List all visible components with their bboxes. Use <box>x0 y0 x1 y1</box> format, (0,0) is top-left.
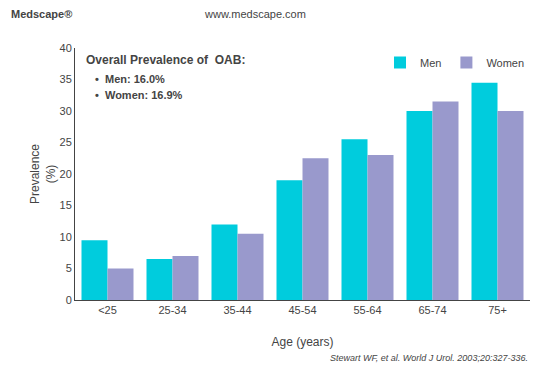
svg-text:20: 20 <box>60 168 72 180</box>
svg-text:30: 30 <box>60 105 72 117</box>
svg-text:45-54: 45-54 <box>288 304 316 316</box>
svg-text:10: 10 <box>60 231 72 243</box>
svg-text:Stewart WF, et al. World J Uro: Stewart WF, et al. World J Urol. 2003;20… <box>330 353 528 363</box>
svg-text:35-44: 35-44 <box>223 304 251 316</box>
svg-text:5: 5 <box>66 262 72 274</box>
svg-text:40: 40 <box>60 42 72 54</box>
svg-text:Overall Prevalence of OAB:: Overall Prevalence of OAB: <box>86 53 245 67</box>
svg-text:65-74: 65-74 <box>418 304 446 316</box>
svg-text:55-64: 55-64 <box>353 304 381 316</box>
svg-text:15: 15 <box>60 199 72 211</box>
svg-text:Age (years): Age (years) <box>271 335 333 349</box>
svg-text:Prevalence(%): Prevalence(%) <box>28 144 58 204</box>
svg-text:• Women: 16.9%: • Women: 16.9% <box>95 89 183 101</box>
svg-text:25-34: 25-34 <box>158 304 186 316</box>
svg-text:Women: Women <box>486 57 524 69</box>
svg-text:0: 0 <box>66 294 72 306</box>
svg-text:www.medscape.com: www.medscape.com <box>204 8 306 20</box>
svg-text:25: 25 <box>60 136 72 148</box>
svg-text:Men: Men <box>420 57 441 69</box>
svg-text:Medscape®: Medscape® <box>11 8 72 20</box>
svg-text:• Men: 16.0%: • Men: 16.0% <box>95 73 165 85</box>
svg-text:75+: 75+ <box>488 304 507 316</box>
svg-text:35: 35 <box>60 73 72 85</box>
svg-text:<25: <25 <box>98 304 117 316</box>
